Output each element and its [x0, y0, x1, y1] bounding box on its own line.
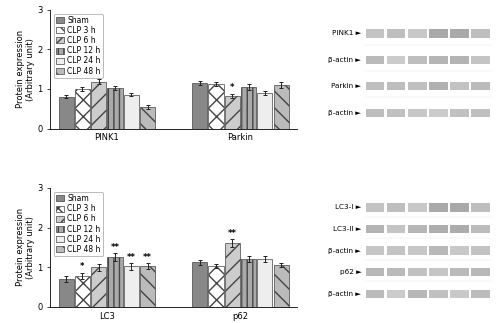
Text: Parkin ►: Parkin ► [331, 83, 361, 89]
Text: LC3-II ►: LC3-II ► [333, 226, 361, 232]
Bar [429, 29, 448, 37]
Bar [225, 96, 240, 129]
Text: *: * [230, 83, 235, 92]
Bar [387, 225, 406, 233]
Bar [107, 257, 123, 307]
Text: p62 ►: p62 ► [340, 269, 361, 275]
Bar [107, 88, 123, 129]
Bar [429, 82, 448, 90]
Bar [408, 268, 427, 276]
Bar [366, 56, 384, 64]
Bar [471, 29, 490, 37]
Bar [241, 259, 256, 307]
Bar [408, 56, 427, 64]
Bar [429, 109, 448, 117]
Bar [408, 109, 427, 117]
Text: β-actin ►: β-actin ► [328, 291, 361, 297]
Bar [91, 267, 106, 307]
Bar [273, 85, 289, 129]
Text: **: ** [127, 253, 136, 262]
Bar [408, 82, 427, 90]
Bar [408, 290, 427, 298]
Bar [366, 82, 384, 90]
Bar [387, 246, 406, 255]
Bar [366, 203, 384, 212]
Bar [366, 225, 384, 233]
Y-axis label: Protein expression
(Arbitrary unit): Protein expression (Arbitrary unit) [16, 208, 35, 287]
Bar [429, 56, 448, 64]
Bar [450, 268, 469, 276]
Bar [124, 95, 139, 129]
Text: β-actin ►: β-actin ► [328, 248, 361, 254]
Bar [273, 265, 289, 307]
Bar [408, 29, 427, 37]
Bar [471, 246, 490, 255]
Bar [450, 203, 469, 212]
Bar [471, 268, 490, 276]
Bar [387, 56, 406, 64]
Bar [429, 203, 448, 212]
Bar [450, 246, 469, 255]
Bar [471, 109, 490, 117]
Bar [209, 84, 224, 129]
Bar [471, 56, 490, 64]
Text: **: ** [94, 69, 103, 78]
Bar [192, 263, 207, 307]
Y-axis label: Protein expression
(Arbitrary unit): Protein expression (Arbitrary unit) [16, 30, 35, 108]
Text: β-actin ►: β-actin ► [328, 110, 361, 116]
Bar [140, 107, 155, 129]
Bar [450, 109, 469, 117]
Bar [387, 109, 406, 117]
Bar [75, 276, 90, 307]
Bar [366, 109, 384, 117]
Bar [58, 279, 74, 307]
Bar [450, 225, 469, 233]
Bar [408, 225, 427, 233]
Bar [387, 29, 406, 37]
Bar [366, 29, 384, 37]
Bar [366, 246, 384, 255]
Bar [471, 203, 490, 212]
Bar [429, 268, 448, 276]
Text: LC3-I ►: LC3-I ► [335, 204, 361, 211]
Bar [471, 290, 490, 298]
Bar [366, 268, 384, 276]
Bar [58, 97, 74, 129]
Bar [471, 225, 490, 233]
Bar [192, 83, 207, 129]
Bar [387, 290, 406, 298]
Bar [366, 290, 384, 298]
Bar [429, 246, 448, 255]
Bar [124, 266, 139, 307]
Text: **: ** [111, 243, 120, 252]
Bar [408, 246, 427, 255]
Bar [450, 82, 469, 90]
Text: **: ** [143, 253, 152, 262]
Bar [429, 290, 448, 298]
Bar [241, 87, 256, 129]
Bar [429, 225, 448, 233]
Bar [408, 203, 427, 212]
Bar [257, 93, 272, 129]
Bar [387, 268, 406, 276]
Bar [257, 259, 272, 307]
Bar [387, 82, 406, 90]
Bar [225, 244, 240, 307]
Text: β-actin ►: β-actin ► [328, 57, 361, 63]
Legend: Sham, CLP 3 h, CLP 6 h, CLP 12 h, CLP 24 h, CLP 48 h: Sham, CLP 3 h, CLP 6 h, CLP 12 h, CLP 24… [54, 14, 103, 78]
Bar [450, 29, 469, 37]
Text: *: * [80, 262, 85, 271]
Legend: Sham, CLP 3 h, CLP 6 h, CLP 12 h, CLP 24 h, CLP 48 h: Sham, CLP 3 h, CLP 6 h, CLP 12 h, CLP 24… [54, 192, 103, 256]
Bar [140, 266, 155, 307]
Bar [209, 266, 224, 307]
Bar [387, 203, 406, 212]
Text: PINK1 ►: PINK1 ► [332, 30, 361, 36]
Bar [91, 82, 106, 129]
Text: **: ** [228, 229, 237, 238]
Bar [75, 89, 90, 129]
Bar [450, 290, 469, 298]
Bar [450, 56, 469, 64]
Bar [471, 82, 490, 90]
